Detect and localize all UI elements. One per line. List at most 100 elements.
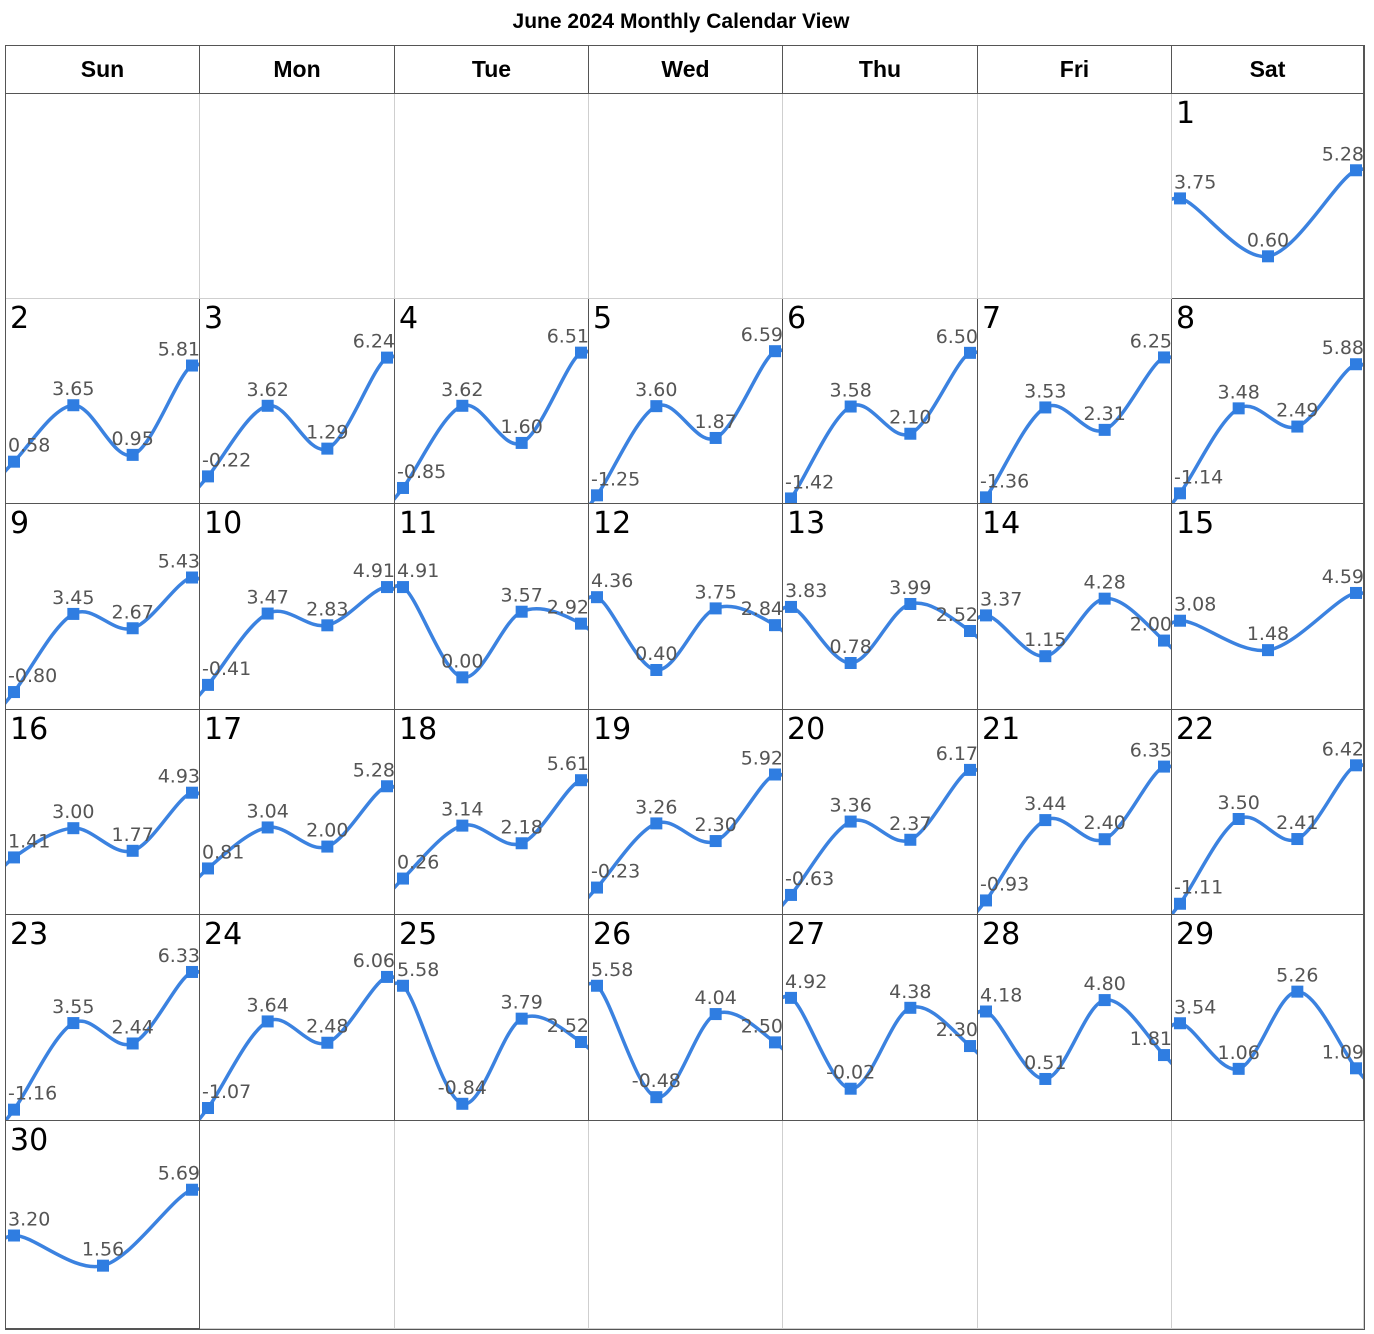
data-point bbox=[1158, 760, 1170, 773]
day-cell-8: 8 -1.14 3.48 2.49 5.88 bbox=[1172, 299, 1364, 504]
data-point bbox=[575, 617, 587, 630]
data-point bbox=[650, 817, 663, 830]
data-point bbox=[321, 442, 334, 455]
data-label: 1.56 bbox=[82, 1239, 124, 1261]
series-line bbox=[783, 994, 977, 1091]
calendar-grid: Sun Mon Tue Wed Thu Fri Sat 1 3.75 0.60 5.28 2 0.58 3… bbox=[5, 45, 1365, 1330]
data-point bbox=[844, 657, 857, 670]
data-point bbox=[1174, 614, 1186, 627]
data-point bbox=[97, 1259, 109, 1272]
data-label: 3.79 bbox=[501, 992, 543, 1014]
empty-day-cell bbox=[6, 94, 200, 299]
data-point bbox=[202, 862, 214, 875]
data-label: 4.92 bbox=[785, 971, 827, 993]
data-point bbox=[8, 851, 20, 864]
day-sparkline: 4.92 -0.02 4.382.30 bbox=[783, 971, 977, 1095]
data-label: 6.59 bbox=[741, 324, 783, 346]
data-label: 2.50 bbox=[741, 1015, 783, 1037]
data-point bbox=[8, 1229, 20, 1242]
data-label: 2.31 bbox=[1084, 403, 1126, 425]
data-point bbox=[575, 1036, 587, 1049]
data-point bbox=[785, 600, 797, 613]
data-label: 0.81 bbox=[202, 841, 244, 863]
data-label: 2.67 bbox=[112, 601, 154, 623]
data-point bbox=[456, 1097, 469, 1110]
data-label: 3.57 bbox=[501, 585, 543, 607]
data-point bbox=[785, 991, 797, 1004]
day-cell-23: 23 -1.16 3.55 2.44 6.33 bbox=[6, 915, 200, 1121]
data-point bbox=[591, 591, 603, 604]
data-label: 2.48 bbox=[306, 1016, 348, 1038]
data-point bbox=[769, 619, 781, 632]
day-number: 15 bbox=[1176, 506, 1215, 541]
day-sparkline: 0.813.04 2.00 5.28 bbox=[200, 759, 395, 879]
data-label: 4.18 bbox=[980, 984, 1022, 1006]
day-sparkline: 5.58 -0.84 3.792.52 bbox=[395, 959, 588, 1110]
day-cell-11: 11 4.91 0.00 3.57 2.92 bbox=[395, 504, 589, 710]
weekday-header-thu: Thu bbox=[783, 46, 978, 94]
data-label: 5.26 bbox=[1276, 965, 1318, 987]
data-point bbox=[1098, 423, 1111, 436]
day-sparkline: -1.14 3.48 2.49 5.88 bbox=[1172, 337, 1363, 503]
data-point bbox=[1039, 814, 1052, 827]
empty-day-cell bbox=[783, 1121, 978, 1329]
empty-day-cell bbox=[783, 94, 978, 299]
day-cell-21: 21 -0.93 3.44 2.40 6.35 bbox=[978, 710, 1172, 915]
series-line bbox=[6, 362, 199, 473]
data-point bbox=[202, 678, 214, 691]
day-number: 20 bbox=[787, 712, 826, 747]
data-point bbox=[575, 774, 587, 787]
data-point bbox=[1174, 1017, 1186, 1030]
data-point bbox=[186, 786, 198, 799]
data-point bbox=[964, 346, 976, 359]
day-cell-2: 2 0.58 3.65 0.95 5.81 bbox=[6, 299, 200, 504]
data-point bbox=[785, 492, 797, 503]
data-point bbox=[1291, 833, 1304, 846]
data-point bbox=[8, 686, 20, 699]
data-label: 2.30 bbox=[695, 814, 737, 836]
day-number: 25 bbox=[399, 917, 438, 952]
day-cell-15: 15 3.08 1.48 4.59 bbox=[1172, 504, 1364, 710]
data-label: 1.48 bbox=[1247, 623, 1289, 645]
data-point bbox=[650, 1091, 663, 1104]
data-label: 3.37 bbox=[980, 588, 1022, 610]
series-line bbox=[200, 354, 394, 489]
data-point bbox=[709, 602, 722, 615]
data-point bbox=[261, 821, 274, 834]
day-sparkline: -1.36 3.53 2.31 6.25 bbox=[979, 330, 1171, 503]
data-point bbox=[397, 481, 409, 494]
data-label: -0.41 bbox=[202, 658, 251, 680]
data-label: 3.00 bbox=[52, 801, 94, 823]
data-point bbox=[591, 489, 603, 502]
data-label: 6.06 bbox=[353, 950, 395, 972]
data-label: 3.62 bbox=[247, 379, 289, 401]
data-label: -1.16 bbox=[8, 1083, 57, 1105]
data-label: 1.41 bbox=[8, 830, 50, 852]
data-label: 2.49 bbox=[1276, 400, 1318, 422]
day-number: 13 bbox=[787, 506, 826, 541]
day-cell-16: 16 1.41 3.00 1.77 4.93 bbox=[6, 710, 200, 915]
data-point bbox=[126, 448, 139, 461]
weekday-header-sun: Sun bbox=[6, 46, 200, 94]
day-number: 26 bbox=[593, 917, 632, 952]
data-point bbox=[1098, 833, 1111, 846]
data-label: -1.11 bbox=[1174, 877, 1223, 899]
data-label: 3.64 bbox=[247, 994, 289, 1016]
data-label: 3.47 bbox=[247, 587, 289, 609]
data-label: 4.91 bbox=[353, 560, 395, 582]
data-label: 5.28 bbox=[353, 759, 395, 781]
day-number: 28 bbox=[982, 917, 1021, 952]
data-point bbox=[381, 970, 393, 983]
day-cell-25: 25 5.58 -0.84 3.79 2.52 bbox=[395, 915, 589, 1121]
day-sparkline: 4.18 0.51 4.80 1.81 bbox=[978, 973, 1171, 1085]
data-label: 4.80 bbox=[1084, 973, 1126, 995]
data-point bbox=[515, 436, 528, 449]
day-number: 23 bbox=[10, 917, 49, 952]
day-number: 4 bbox=[399, 301, 419, 336]
day-sparkline: -0.22 3.62 1.29 6.24 bbox=[200, 331, 394, 489]
data-label: -0.23 bbox=[591, 861, 640, 883]
data-point bbox=[1232, 1062, 1245, 1075]
data-label: 0.00 bbox=[441, 650, 483, 672]
data-label: 0.95 bbox=[112, 428, 154, 450]
data-label: -0.85 bbox=[397, 461, 446, 483]
